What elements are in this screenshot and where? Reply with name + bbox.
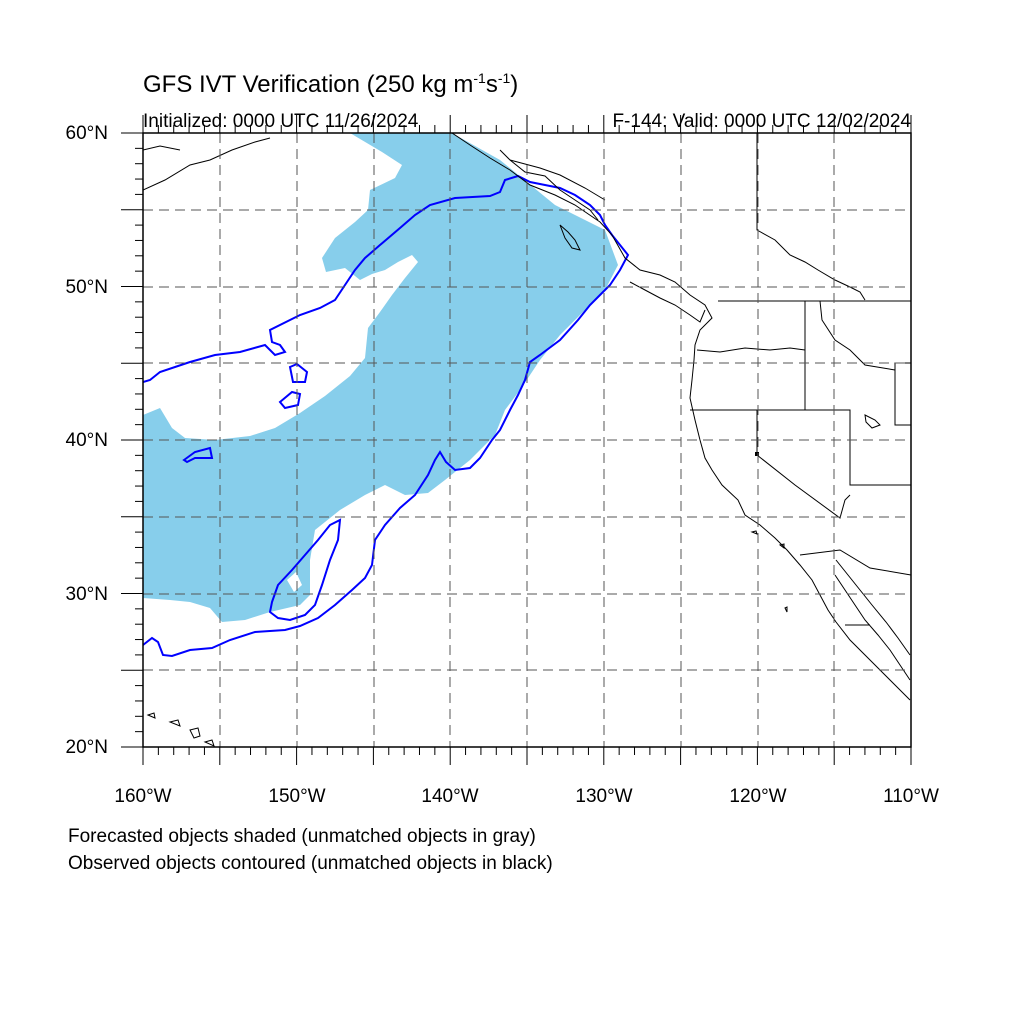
coastline-west-america — [451, 133, 837, 623]
lat-label-20n: 20°N — [65, 737, 108, 758]
border-washington-oregon — [696, 347, 806, 353]
border-arizona — [894, 363, 911, 426]
observed-ivt-contour-small — [268, 518, 342, 622]
lon-label-110w: 110°W — [883, 786, 939, 807]
coastline-hawaii — [146, 712, 215, 747]
coastline-baja — [835, 559, 911, 701]
forecast-ivt-object — [143, 133, 618, 622]
lon-label-160w: 160°W — [114, 786, 172, 807]
lon-label-140w: 140°W — [421, 786, 479, 807]
observed-ivt-contour-island-a — [288, 362, 309, 383]
border-canada-province — [756, 133, 866, 301]
lon-label-150w: 150°W — [268, 786, 326, 807]
lat-label-60n: 60°N — [65, 123, 108, 144]
observed-ivt-contour — [143, 174, 630, 658]
lake-shape — [864, 414, 881, 429]
axis-ticks — [121, 115, 912, 765]
lon-label-130w: 130°W — [575, 786, 633, 807]
border-alaska-canada — [509, 159, 606, 201]
forecast-ivt-hole — [287, 572, 302, 592]
lat-label-50n: 50°N — [65, 277, 108, 298]
observed-ivt-contour-island-b — [278, 390, 302, 410]
initialized-label: Initialized: 0000 UTC 11/26/2024 — [143, 111, 419, 132]
coastline-haida-gwaii — [559, 224, 581, 251]
lat-label-40n: 40°N — [65, 430, 108, 451]
observed-ivt-contour-island-c — [182, 446, 214, 464]
valid-time-label: F-144: Valid: 0000 UTC 12/02/2024 — [612, 111, 911, 132]
lat-label-30n: 30°N — [65, 584, 108, 605]
coastline-vancouver-island — [629, 281, 706, 323]
border-california-nevada — [756, 410, 851, 519]
legend-note-forecast: Forecasted objects shaded (unmatched obj… — [68, 826, 536, 847]
gridlines — [143, 133, 911, 747]
border-oregon-california — [690, 409, 911, 486]
lon-label-120w: 120°W — [729, 786, 787, 807]
border-us-mexico — [799, 549, 911, 576]
chart-title: GFS IVT Verification (250 kg m-1s-1) — [143, 70, 519, 98]
coastline-alaska — [143, 137, 599, 221]
coastline-mainland-mexico — [834, 574, 911, 681]
coastline-channel-islands — [750, 530, 788, 613]
legend-note-observed: Observed objects contoured (unmatched ob… — [68, 853, 553, 874]
